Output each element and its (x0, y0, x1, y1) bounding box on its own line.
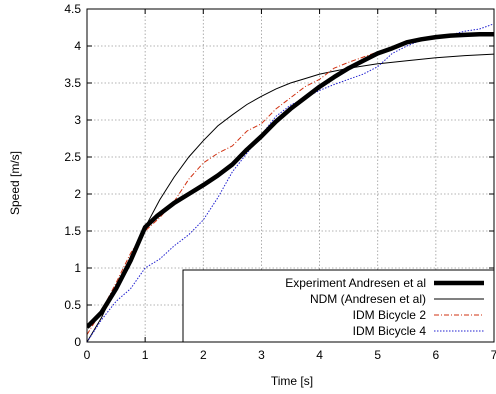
y-tick-label: 4 (74, 39, 81, 53)
y-tick-label: 4.5 (64, 2, 81, 16)
y-tick-label: 2 (74, 187, 81, 201)
series-line-1 (87, 31, 494, 329)
x-tick-label: 2 (200, 348, 207, 362)
legend-label-3: IDM Bicycle 2 (353, 308, 427, 322)
y-tick-label: 3 (74, 113, 81, 127)
legend-label-1: Experiment Andresen et al (285, 276, 426, 290)
y-tick-label: 0 (74, 335, 81, 349)
x-tick-label: 7 (491, 348, 496, 362)
y-tick-label: 0.5 (64, 298, 81, 312)
x-tick-label: 0 (84, 348, 91, 362)
series-lines (87, 23, 494, 342)
x-tick-label: 1 (142, 348, 149, 362)
y-tick-label: 3.5 (64, 76, 81, 90)
legend-label-4: IDM Bicycle 4 (353, 324, 427, 338)
x-tick-label: 6 (433, 348, 440, 362)
legend-label-2: NDM (Andresen et al) (310, 292, 426, 306)
x-tick-label: 5 (374, 348, 381, 362)
y-axis-title: Speed [m/s] (8, 151, 22, 215)
y-tick-label: 2.5 (64, 150, 81, 164)
series-line-4 (87, 23, 494, 342)
x-axis-title: Time [s] (271, 374, 313, 388)
x-tick-label: 4 (316, 348, 323, 362)
legend: Experiment Andresen et al NDM (Andresen e… (182, 269, 495, 343)
x-tick-label: 3 (258, 348, 265, 362)
y-tick-label: 1 (74, 261, 81, 275)
y-tick-label: 1.5 (64, 224, 81, 238)
